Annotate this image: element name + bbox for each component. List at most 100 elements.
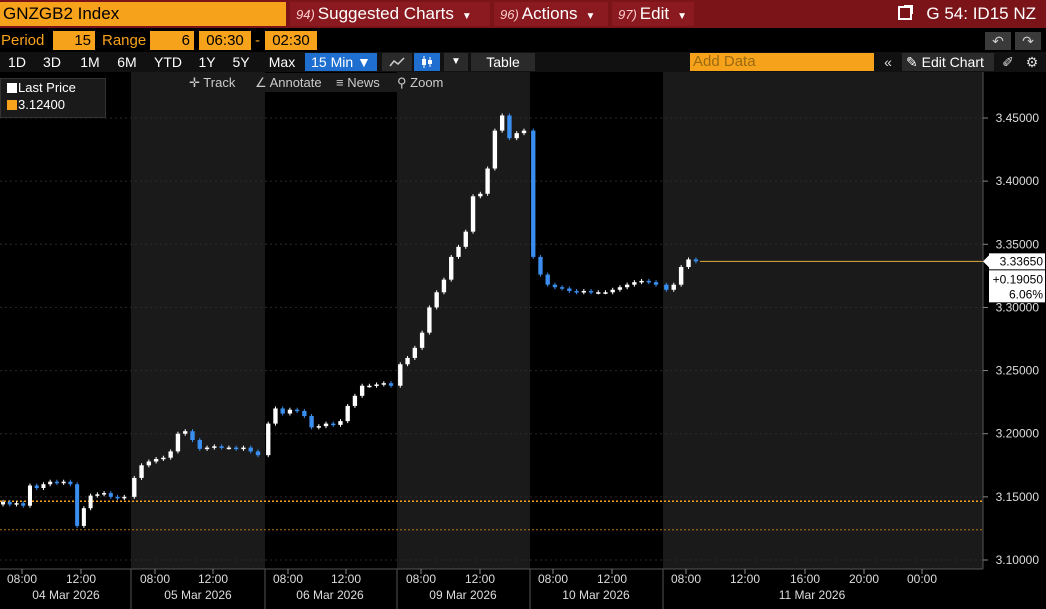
candle-body	[574, 291, 579, 293]
range-3d-button[interactable]: 3D	[43, 54, 61, 70]
annotate-tool[interactable]: ∠ Annotate	[255, 73, 322, 92]
x-axis-background	[0, 569, 1046, 609]
range-1m-button[interactable]: 1M	[80, 54, 100, 70]
edit-menu[interactable]: 97) Edit ▼	[612, 2, 694, 26]
line-chart-icon[interactable]	[382, 53, 412, 71]
candle-body	[115, 496, 120, 499]
candle-body	[693, 259, 699, 262]
x-tick-label: 20:00	[849, 572, 879, 586]
range-1y-button[interactable]: 1Y	[198, 54, 216, 70]
start-time-input[interactable]: 06:30	[199, 31, 251, 50]
candle-body	[441, 279, 447, 293]
candle-body	[552, 284, 558, 288]
candle-body	[168, 451, 173, 458]
redo-icon[interactable]: ↷	[1015, 32, 1041, 50]
candle-body	[581, 291, 586, 293]
candle-body	[545, 274, 550, 285]
range-ytd-button[interactable]: YTD	[154, 54, 182, 70]
period-controls: Period 15 Range 6 06:30 - 02:30	[0, 31, 1046, 51]
candle-body	[27, 485, 32, 506]
price-chart[interactable]: 3.45000 3.40000 3.35000 3.30000 3.25000 3.200…	[0, 72, 1046, 609]
candle-body	[95, 494, 100, 496]
legend-item-last-price[interactable]: Last Price	[1, 79, 105, 96]
session-band	[530, 72, 663, 569]
candle-body	[538, 256, 543, 275]
range-input[interactable]: 6	[150, 31, 194, 50]
caret-down-icon: ▼	[461, 11, 472, 22]
candle-body	[559, 287, 565, 289]
x-axis: 08:00 12:00 04 Mar 2026 08:00 12:00 05 Mar 20…	[0, 568, 1046, 609]
security-ticker[interactable]: GNZGB2 Index	[0, 2, 286, 26]
candle-body	[470, 196, 476, 232]
candle-body	[183, 431, 188, 434]
candle-body	[248, 447, 253, 452]
x-date-label: 06 Mar 2026	[296, 588, 364, 602]
collapse-icon[interactable]: «	[884, 54, 892, 70]
gridlines	[0, 117, 983, 561]
menu-label: Edit	[639, 4, 670, 23]
draw-tool-icon[interactable]: ✐	[1002, 54, 1014, 70]
zoom-tool[interactable]: ⚲ Zoom	[397, 73, 443, 92]
range-6m-button[interactable]: 6M	[117, 54, 137, 70]
y-tick-label: 3.10000	[996, 553, 1040, 567]
candle-body	[507, 115, 512, 139]
legend-item-reference[interactable]: 3.12400	[1, 96, 105, 113]
x-tick-label: 08:00	[406, 572, 436, 586]
legend-label: 3.12400	[18, 97, 65, 112]
candle-body	[588, 291, 594, 293]
candle-body	[81, 508, 86, 526]
interval-selector[interactable]: 15 Min ▼	[305, 53, 377, 71]
candle-body	[241, 447, 246, 450]
candle-body	[21, 503, 26, 506]
chart-type-caret-icon[interactable]: ▼	[444, 53, 468, 71]
candle-body	[427, 307, 432, 333]
candlestick-icon[interactable]	[414, 53, 440, 71]
add-data-input[interactable]	[690, 53, 874, 71]
range-1d-button[interactable]: 1D	[8, 54, 26, 70]
x-tick-label: 12:00	[597, 572, 627, 586]
range-5y-button[interactable]: 5Y	[232, 54, 250, 70]
table-button[interactable]: Table	[471, 53, 535, 71]
x-tick-label: 12:00	[465, 572, 495, 586]
candle-body	[381, 383, 386, 385]
legend[interactable]: Last Price 3.12400	[0, 78, 106, 118]
news-tool[interactable]: ≡ News	[336, 73, 380, 92]
track-tool[interactable]: ✛ Track	[189, 73, 235, 92]
y-tick-label: 3.40000	[996, 174, 1040, 188]
window-id-label: G 54: ID15 NZ	[926, 4, 1036, 23]
actions-menu[interactable]: 96) Actions ▼	[494, 2, 608, 26]
candle-body	[449, 256, 454, 280]
candle-body	[68, 481, 73, 485]
candle-body	[14, 503, 19, 505]
candle-body	[108, 493, 113, 497]
x-tick-label: 08:00	[671, 572, 701, 586]
zoom-label: Zoom	[410, 75, 444, 90]
candle-body	[175, 433, 181, 452]
edit-chart-button[interactable]: ✎ Edit Chart	[902, 53, 994, 71]
candle-body	[514, 133, 519, 139]
candle-body	[153, 458, 159, 462]
x-tick-label: 12:00	[198, 572, 228, 586]
candle-body	[287, 409, 293, 414]
end-time-input[interactable]: 02:30	[265, 31, 317, 50]
candle-body	[331, 423, 336, 426]
period-label: Period	[1, 32, 45, 49]
candle-body	[266, 423, 271, 456]
candle-body	[34, 485, 39, 489]
range-max-button[interactable]: Max	[268, 54, 296, 70]
undo-icon[interactable]: ↶	[985, 32, 1011, 50]
period-input[interactable]: 15	[53, 31, 95, 50]
gear-icon[interactable]: ⚙	[1025, 54, 1039, 70]
x-tick-label: 12:00	[730, 572, 760, 586]
news-label: News	[347, 75, 380, 90]
candle-body	[646, 280, 651, 283]
suggested-charts-menu[interactable]: 94) Suggested Charts ▼	[290, 2, 490, 26]
last-price-value: 3.33650	[1000, 254, 1044, 268]
session-bands	[0, 72, 983, 569]
candle-body	[132, 477, 137, 497]
candle-body	[190, 431, 195, 441]
expand-window-icon[interactable]	[898, 5, 914, 20]
candle-body	[639, 280, 644, 283]
x-tick-label: 08:00	[273, 572, 303, 586]
session-band	[131, 72, 265, 569]
